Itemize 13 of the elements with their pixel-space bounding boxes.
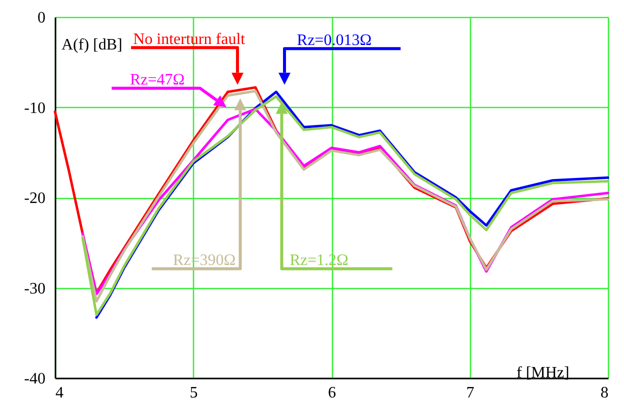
text: Rz=47Ω [130, 72, 185, 89]
x-tick-label: 8 [600, 384, 608, 402]
x-axis-title: f [MHz] [516, 364, 570, 382]
y-tick-label: -30 [24, 280, 46, 298]
x-tick-label: 6 [328, 384, 336, 402]
x-tick-label: 4 [56, 384, 64, 402]
y-axis-title: A(f) [dB] [62, 36, 122, 54]
y-tick-label: 0 [38, 10, 46, 26]
y-tick-label: -40 [24, 370, 46, 388]
x-tick-label: 7 [466, 384, 474, 402]
y-tick-label: -10 [24, 100, 46, 117]
x-tick-label: 5 [190, 384, 198, 402]
y-tick-label: -20 [24, 190, 46, 207]
